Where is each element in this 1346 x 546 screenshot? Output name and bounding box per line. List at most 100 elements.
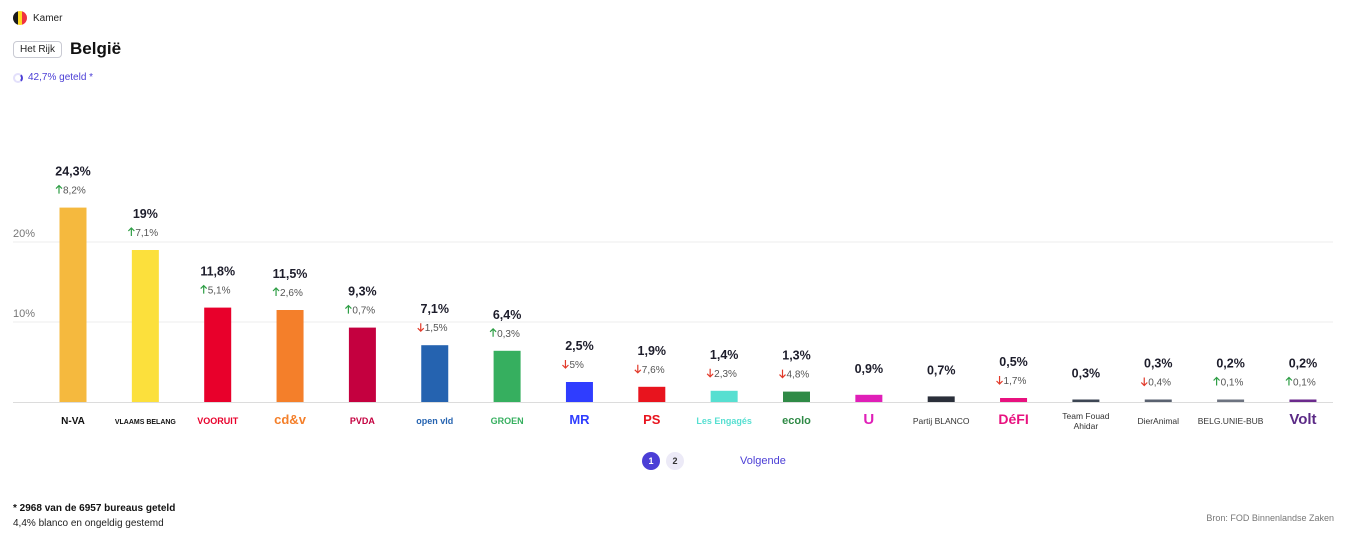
party-logo-label: U bbox=[863, 411, 874, 428]
change-label: 1,7% bbox=[1004, 376, 1027, 387]
change-label: 0,1% bbox=[1293, 378, 1316, 389]
bar-14 bbox=[1000, 398, 1028, 402]
party-logo-label: open vld bbox=[416, 416, 453, 426]
value-label: 1,4% bbox=[710, 348, 739, 362]
arrow-up-icon bbox=[272, 287, 280, 296]
value-label: 0,3% bbox=[1144, 357, 1173, 371]
change-label: 8,2% bbox=[63, 186, 86, 197]
party-logo-label: Volt bbox=[1289, 411, 1316, 428]
bar-1 bbox=[59, 207, 87, 402]
page-title: België bbox=[70, 39, 122, 58]
change-label: 1,5% bbox=[425, 323, 448, 334]
bar-4 bbox=[276, 310, 304, 402]
bar-6 bbox=[421, 345, 449, 402]
chamber-label: Kamer bbox=[13, 11, 62, 25]
source-note: Bron: FOD Binnenlandse Zaken bbox=[1206, 513, 1334, 523]
arrow-up-icon bbox=[55, 184, 63, 194]
arrow-up-icon bbox=[127, 227, 135, 236]
change-label: 0,7% bbox=[352, 306, 375, 317]
value-label: 0,2% bbox=[1216, 357, 1245, 371]
arrow-up-icon bbox=[200, 284, 208, 294]
chamber-name: Kamer bbox=[33, 12, 63, 24]
arrow-down-icon bbox=[1140, 377, 1148, 387]
party-logo-label: Les Engagés bbox=[696, 416, 752, 426]
bureaus-counted-note: * 2968 van de 6957 bureaus geteld bbox=[13, 503, 176, 514]
bar-11 bbox=[783, 391, 810, 402]
bar-5 bbox=[348, 327, 376, 402]
change-label: 5,1% bbox=[208, 286, 231, 297]
bar-9 bbox=[638, 386, 666, 402]
party-logo-label: Team Fouad bbox=[1062, 411, 1110, 421]
party-logo-label: Partij BLANCO bbox=[913, 416, 970, 426]
arrow-down-icon bbox=[562, 360, 569, 369]
bar-17 bbox=[1217, 399, 1245, 402]
title-row: Het Rijk België bbox=[13, 39, 121, 59]
change-label: 2,6% bbox=[280, 288, 303, 299]
bar-8 bbox=[565, 382, 593, 402]
party-logo-label: BELG.UNIE-BUB bbox=[1198, 416, 1264, 426]
change-label: 0,4% bbox=[1148, 378, 1171, 389]
bar-12 bbox=[855, 394, 883, 402]
count-progress-label: 42,7% geteld * bbox=[28, 72, 94, 83]
y-tick-label: 10% bbox=[13, 308, 35, 320]
arrow-down-icon bbox=[634, 364, 642, 374]
value-label: 24,3% bbox=[55, 165, 90, 179]
next-page-link[interactable]: Volgende bbox=[740, 455, 786, 467]
value-label: 0,9% bbox=[855, 362, 884, 376]
arrow-up-icon bbox=[344, 304, 352, 314]
bar-3 bbox=[204, 307, 232, 402]
belgium-flag-icon bbox=[13, 11, 27, 25]
change-label: 4,8% bbox=[787, 370, 810, 381]
page-1-button[interactable]: 1 bbox=[642, 452, 660, 470]
change-label: 7,1% bbox=[135, 228, 158, 239]
value-label: 6,4% bbox=[493, 308, 522, 322]
bar-10 bbox=[710, 390, 738, 402]
change-label: 2,3% bbox=[714, 369, 737, 380]
bar-7 bbox=[493, 350, 521, 402]
pagination: 1 2 bbox=[642, 452, 684, 470]
value-label: 0,3% bbox=[1072, 367, 1101, 381]
party-logo-label: cd&v bbox=[274, 412, 307, 427]
party-logo-label: PS bbox=[643, 412, 661, 427]
scope-button[interactable]: Het Rijk bbox=[13, 40, 63, 58]
party-logo-label: MR bbox=[569, 412, 590, 427]
value-label: 0,7% bbox=[927, 363, 956, 377]
page-2-button[interactable]: 2 bbox=[666, 452, 684, 470]
party-logo-label: DéFI bbox=[998, 411, 1028, 427]
progress-spinner-icon bbox=[13, 72, 23, 83]
value-label: 0,2% bbox=[1289, 357, 1318, 371]
value-label: 19% bbox=[133, 207, 158, 221]
count-progress: 42,7% geteld * bbox=[13, 72, 93, 83]
party-logo-label: VOORUIT bbox=[197, 416, 239, 426]
party-logo-label: VLAAMS BELANG bbox=[115, 419, 177, 426]
value-label: 1,3% bbox=[782, 349, 811, 363]
arrow-down-icon bbox=[779, 369, 786, 379]
results-bar-chart: 10% 20% 24,3% 8,2% N-VA 19% 7,1% VLAAMS BELANG 1… bbox=[13, 165, 1333, 431]
arrow-down-icon bbox=[417, 323, 425, 333]
y-tick-label: 20% bbox=[13, 228, 35, 240]
value-label: 9,3% bbox=[348, 285, 377, 299]
party-logo-label: Ahidar bbox=[1074, 421, 1099, 431]
arrow-down-icon bbox=[706, 368, 714, 378]
bar-13 bbox=[927, 396, 955, 402]
change-label: 5% bbox=[569, 360, 584, 371]
change-label: 0,1% bbox=[1221, 378, 1244, 389]
party-logo-label: PVDA bbox=[350, 416, 376, 426]
change-label: 7,6% bbox=[642, 365, 665, 376]
blank-votes-note: 4,4% blanco en ongeldig gestemd bbox=[13, 518, 164, 529]
bar-18 bbox=[1289, 399, 1317, 402]
value-label: 0,5% bbox=[999, 355, 1028, 369]
arrow-up-icon bbox=[1285, 376, 1293, 386]
value-label: 1,9% bbox=[638, 344, 667, 358]
arrow-up-icon bbox=[1213, 376, 1221, 386]
party-logo-label: ecolo bbox=[782, 415, 811, 427]
arrow-down-icon bbox=[996, 376, 1003, 385]
bar-15 bbox=[1072, 399, 1100, 402]
party-logo-label: GROEN bbox=[491, 416, 524, 426]
party-logo-label: DierAnimal bbox=[1137, 416, 1179, 426]
value-label: 2,5% bbox=[565, 339, 594, 353]
value-label: 11,8% bbox=[200, 265, 235, 279]
arrow-up-icon bbox=[489, 327, 497, 337]
party-logo-label: N-VA bbox=[61, 416, 85, 427]
value-label: 7,1% bbox=[421, 302, 450, 316]
